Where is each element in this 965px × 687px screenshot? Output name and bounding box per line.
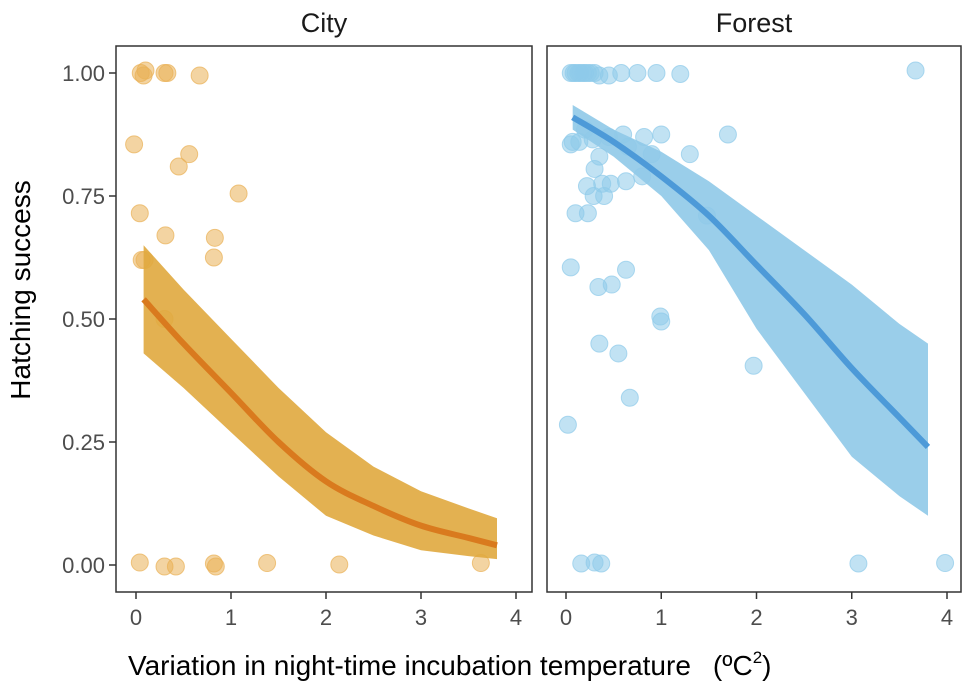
data-point (169, 157, 188, 176)
data-point (609, 344, 628, 363)
data-point (680, 145, 699, 164)
x-axis-title-text: Variation in night-time incubation tempe… (128, 650, 691, 681)
y-tick-label: 0.00 (62, 553, 105, 578)
data-point (590, 334, 609, 353)
data-point (671, 64, 690, 83)
data-point (936, 554, 955, 573)
y-tick-label: 1.00 (62, 61, 105, 86)
fit-line (141, 297, 498, 549)
y-tick-label: 0.50 (62, 307, 105, 332)
panel-city: City 0 1 2 3 4 0.00 0.25 0.50 0.75 1.00 (62, 8, 533, 630)
panel-title: Forest (716, 8, 793, 38)
panel-border (546, 45, 962, 593)
x-tick-label: 2 (750, 605, 762, 630)
data-point (130, 204, 149, 223)
panel-forest: Forest 0 1 2 3 4 (546, 8, 962, 630)
data-point (561, 258, 580, 277)
data-point (578, 204, 597, 223)
data-point (849, 554, 868, 573)
y-tick-label: 0.25 (62, 430, 105, 455)
panel-title: City (301, 8, 348, 38)
x-tick-label: 4 (510, 605, 522, 630)
data-point (617, 260, 636, 279)
x-tick-label: 3 (846, 605, 858, 630)
data-point (628, 64, 647, 82)
x-tick-label: 4 (941, 605, 953, 630)
y-axis-title: Hatching success (5, 180, 36, 399)
x-axis-title: Variation in night-time incubation tempe… (128, 648, 771, 681)
x-tick-label: 2 (320, 605, 332, 630)
x-tick-label: 0 (130, 605, 142, 630)
data-point (652, 125, 671, 144)
data-point (180, 145, 199, 164)
data-point (585, 159, 604, 178)
data-point (718, 125, 737, 144)
data-point (204, 248, 223, 267)
data-point (602, 275, 621, 294)
x-tick-label: 3 (415, 605, 427, 630)
data-point (229, 184, 248, 203)
fit-line (571, 114, 931, 450)
data-point (558, 415, 577, 434)
data-point (652, 312, 671, 331)
x-tick-label: 1 (225, 605, 237, 630)
data-point (906, 61, 925, 80)
x-axis-title-unit: (ºC (713, 650, 753, 681)
x-tick-label: 1 (655, 605, 667, 630)
data-point (612, 64, 631, 82)
x-axis-title-unit-close: ) (762, 650, 771, 681)
data-point (156, 226, 175, 245)
data-point (136, 61, 155, 80)
data-point (206, 557, 225, 576)
data-point (125, 135, 144, 154)
data-point (190, 66, 209, 85)
x-tick-label: 0 (560, 605, 572, 630)
y-tick-label: 0.75 (62, 184, 105, 209)
data-point (744, 356, 763, 375)
data-point (166, 557, 185, 576)
confidence-band (143, 245, 497, 560)
data-point (258, 554, 277, 573)
data-point (130, 553, 149, 572)
data-point (592, 554, 611, 573)
panels: City 0 1 2 3 4 0.00 0.25 0.50 0.75 1.00 Forest 0 1 2 3 4 (62, 8, 962, 630)
data-point (158, 64, 177, 82)
data-point (330, 555, 349, 574)
data-point (620, 388, 639, 407)
data-point (205, 228, 224, 247)
confidence-band (572, 105, 928, 516)
data-point (617, 172, 636, 191)
data-point (595, 187, 614, 205)
data-point (647, 64, 666, 82)
x-axis-title-unit-sup: 2 (753, 648, 762, 667)
